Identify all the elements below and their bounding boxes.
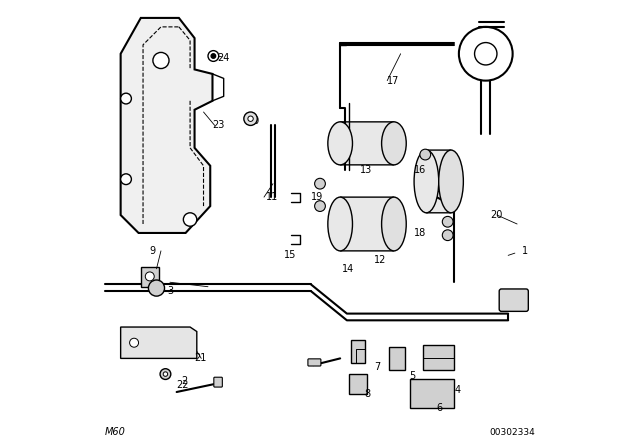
Polygon shape — [389, 347, 405, 370]
Polygon shape — [423, 345, 454, 370]
FancyBboxPatch shape — [499, 289, 529, 311]
Text: 20: 20 — [490, 210, 502, 220]
Text: 9: 9 — [150, 246, 156, 256]
Polygon shape — [121, 327, 197, 358]
Ellipse shape — [328, 122, 353, 165]
Circle shape — [148, 280, 164, 296]
Polygon shape — [410, 379, 454, 408]
Text: 2: 2 — [181, 376, 188, 386]
Polygon shape — [121, 18, 212, 233]
Ellipse shape — [414, 150, 439, 213]
Text: 00302334: 00302334 — [490, 428, 535, 437]
Polygon shape — [351, 340, 365, 363]
Ellipse shape — [381, 122, 406, 165]
Text: 13: 13 — [360, 165, 372, 175]
Text: 8: 8 — [365, 389, 371, 399]
Text: 6: 6 — [436, 403, 443, 413]
FancyBboxPatch shape — [340, 122, 394, 165]
Text: 10: 10 — [248, 116, 260, 126]
Circle shape — [145, 272, 154, 281]
Ellipse shape — [328, 197, 353, 251]
Text: 1: 1 — [522, 246, 528, 256]
Text: 15: 15 — [284, 250, 296, 260]
Circle shape — [442, 216, 453, 227]
Text: 21: 21 — [195, 353, 207, 363]
Text: 4: 4 — [454, 385, 461, 395]
Text: 3: 3 — [168, 286, 174, 296]
Circle shape — [420, 149, 431, 160]
Circle shape — [244, 112, 257, 125]
Text: 14: 14 — [342, 264, 355, 274]
Circle shape — [160, 369, 171, 379]
Text: 17: 17 — [387, 76, 399, 86]
Text: 16: 16 — [414, 165, 426, 175]
FancyBboxPatch shape — [214, 377, 222, 387]
Ellipse shape — [381, 197, 406, 251]
Ellipse shape — [439, 150, 463, 213]
FancyBboxPatch shape — [308, 359, 321, 366]
Text: 18: 18 — [414, 228, 426, 238]
Text: 11: 11 — [266, 192, 278, 202]
Text: 24: 24 — [217, 53, 229, 63]
Text: 19: 19 — [311, 192, 323, 202]
FancyBboxPatch shape — [340, 197, 394, 251]
Text: 5: 5 — [410, 371, 416, 381]
Text: 12: 12 — [374, 255, 386, 265]
FancyBboxPatch shape — [426, 150, 451, 213]
Text: 22: 22 — [177, 380, 189, 390]
Circle shape — [442, 230, 453, 241]
Text: 7: 7 — [374, 362, 380, 372]
Circle shape — [163, 372, 168, 376]
Circle shape — [184, 213, 197, 226]
Circle shape — [315, 178, 325, 189]
Circle shape — [248, 116, 253, 121]
Circle shape — [211, 54, 216, 58]
Polygon shape — [141, 267, 159, 287]
Text: M60: M60 — [105, 427, 126, 437]
Circle shape — [153, 52, 169, 69]
Circle shape — [315, 201, 325, 211]
Circle shape — [208, 51, 219, 61]
Circle shape — [121, 93, 131, 104]
Circle shape — [121, 174, 131, 185]
Text: 23: 23 — [212, 121, 225, 130]
Polygon shape — [349, 374, 367, 394]
Circle shape — [130, 338, 139, 347]
